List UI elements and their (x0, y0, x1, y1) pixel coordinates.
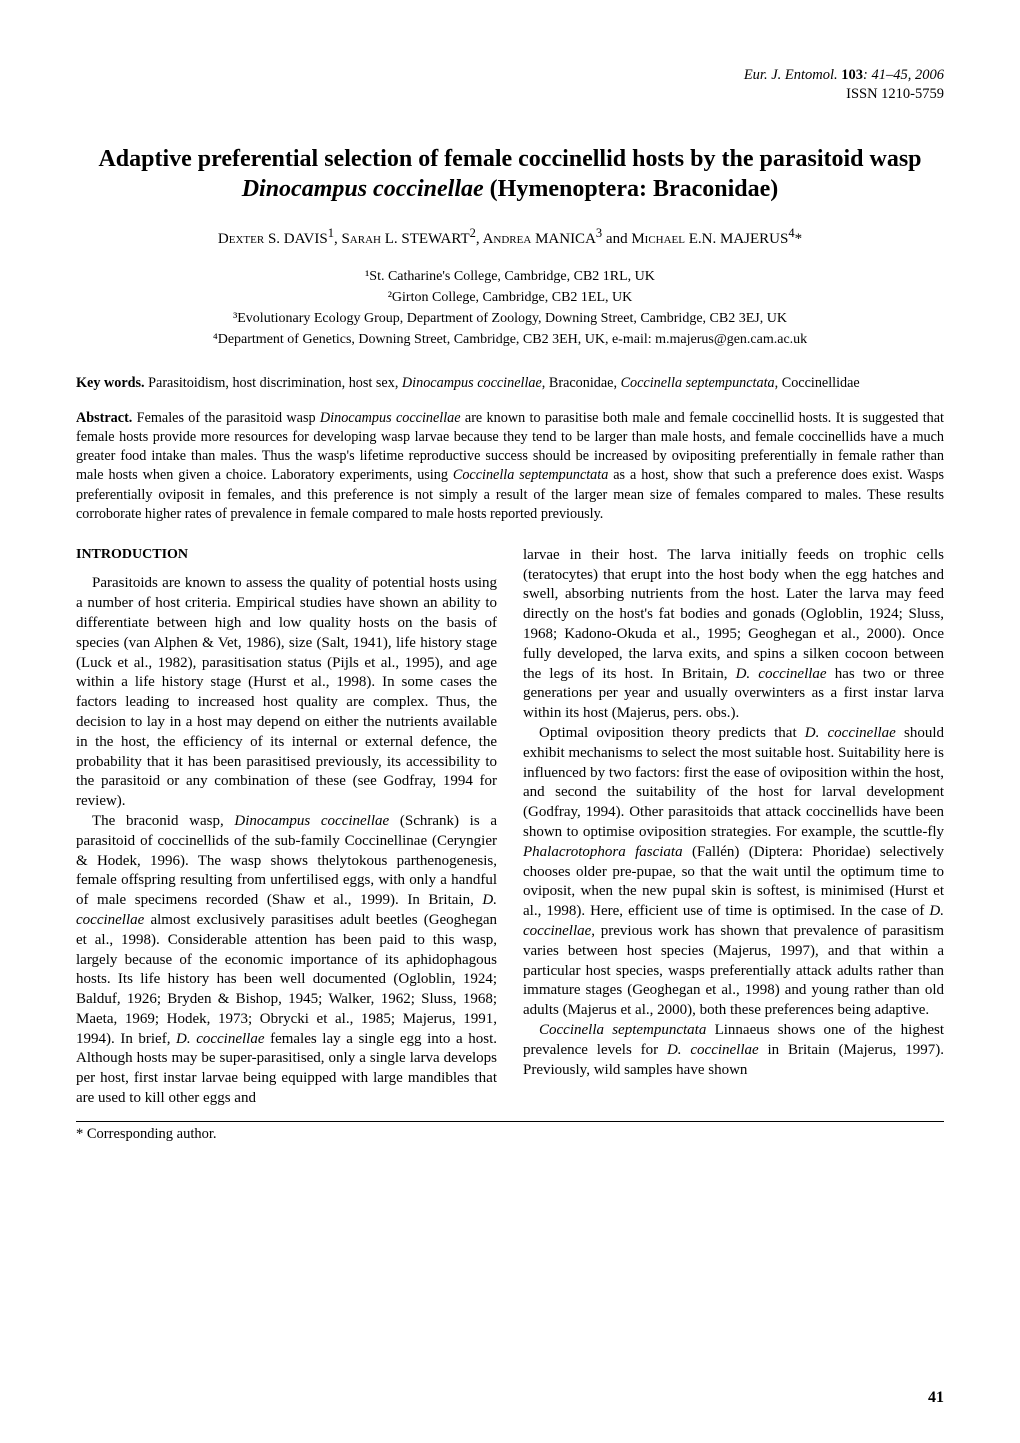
authors: Dexter S. DAVIS1, Sarah L. STEWART2, And… (76, 226, 944, 248)
abstract-label: Abstract. (76, 410, 132, 426)
title-line1: Adaptive preferential selection of femal… (98, 146, 921, 172)
paragraph-5: Coccinella septempunctata Linnaeus shows… (523, 1021, 944, 1080)
affiliation-1: ¹St. Catharine's College, Cambridge, CB2… (76, 266, 944, 287)
keywords-label: Key words. (76, 375, 145, 391)
paragraph-4: Optimal oviposition theory predicts that… (523, 724, 944, 1021)
footnote-rule (76, 1121, 944, 1122)
section-heading-introduction: INTRODUCTION (76, 546, 497, 564)
body-text: INTRODUCTION Parasitoids are known to as… (76, 546, 944, 1109)
affiliation-4: ⁴Department of Genetics, Downing Street,… (76, 329, 944, 350)
paragraph-3: larvae in their host. The larva initiall… (523, 546, 944, 724)
page-number: 41 (928, 1389, 944, 1407)
paragraph-1: Parasitoids are known to assess the qual… (76, 574, 497, 812)
abstract-text: Females of the parasitoid wasp Dinocampu… (76, 410, 944, 522)
journal-issn: ISSN 1210-5759 (846, 86, 944, 102)
journal-name: Eur. J. Entomol. (744, 67, 838, 83)
journal-header: Eur. J. Entomol. 103: 41–45, 2006 ISSN 1… (76, 66, 944, 104)
keywords: Key words. Parasitoidism, host discrimin… (76, 374, 944, 393)
affiliation-2: ²Girton College, Cambridge, CB2 1EL, UK (76, 287, 944, 308)
affiliations: ¹St. Catharine's College, Cambridge, CB2… (76, 266, 944, 350)
keywords-text: Parasitoidism, host discrimination, host… (145, 375, 860, 391)
journal-pages: : 41–45, 2006 (863, 67, 944, 83)
corresponding-author-footnote: * Corresponding author. (76, 1126, 944, 1143)
title-rest: (Hymenoptera: Braconidae) (484, 176, 779, 202)
paragraph-2: The braconid wasp, Dinocampus coccinella… (76, 812, 497, 1109)
title-species: Dinocampus coccinellae (242, 176, 484, 202)
journal-volume: 103 (841, 67, 863, 83)
affiliation-3: ³Evolutionary Ecology Group, Department … (76, 308, 944, 329)
article-title: Adaptive preferential selection of femal… (76, 144, 944, 204)
abstract: Abstract. Females of the parasitoid wasp… (76, 409, 944, 524)
